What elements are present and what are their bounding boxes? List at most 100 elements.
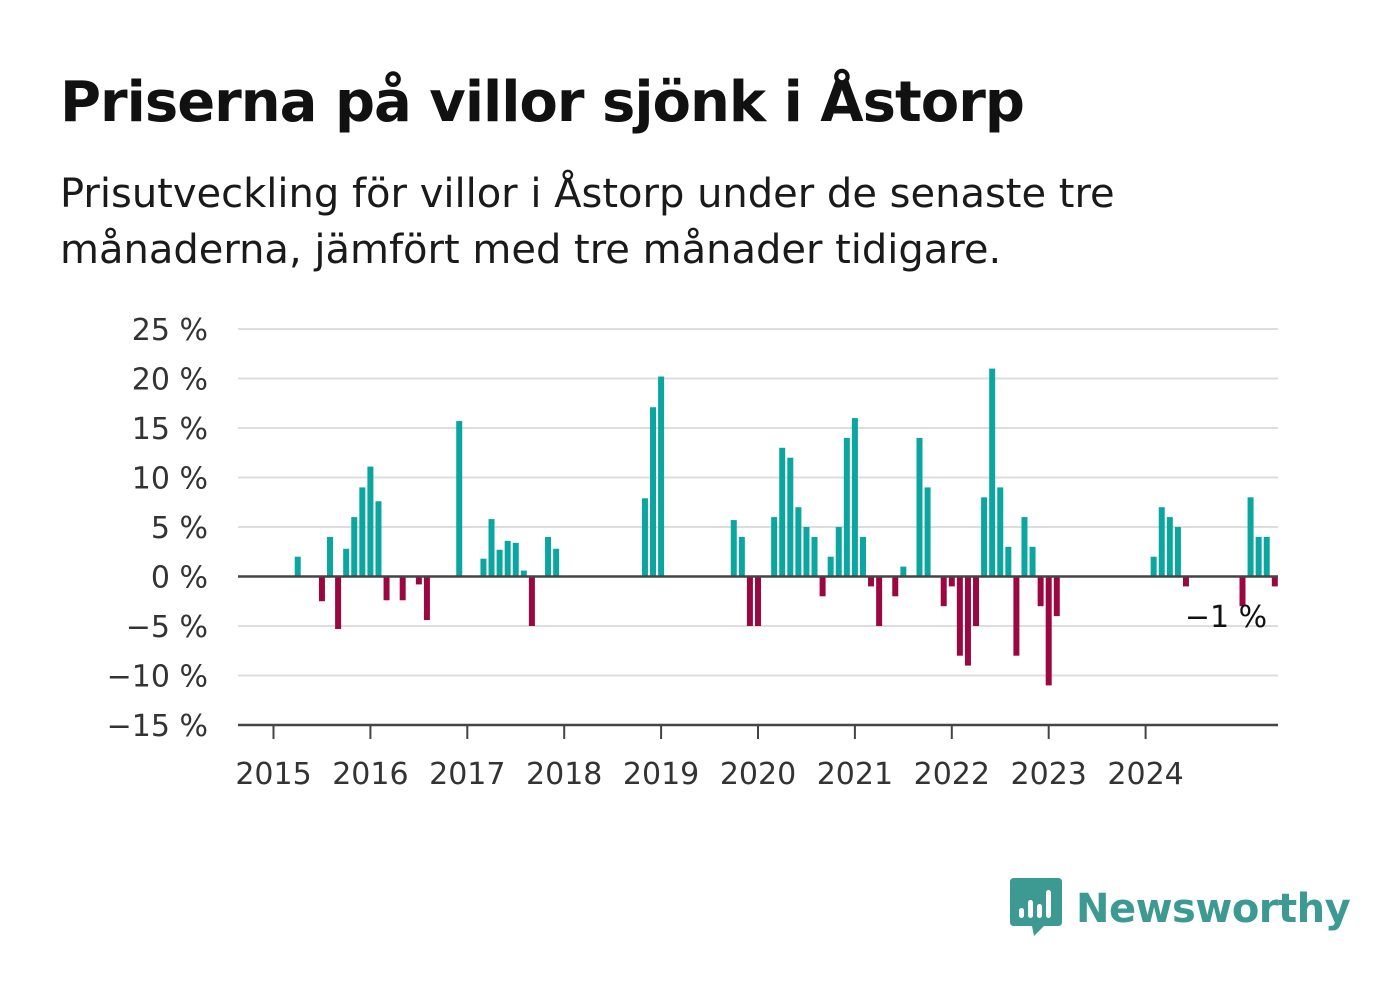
- x-tick-label: 2016: [332, 757, 408, 792]
- bar: [520, 570, 527, 577]
- bar: [1053, 576, 1060, 617]
- bar: [1271, 576, 1278, 587]
- bar: [964, 576, 971, 666]
- bar: [819, 576, 826, 597]
- bar: [811, 536, 818, 577]
- bar: [351, 517, 358, 577]
- bar: [504, 540, 511, 577]
- bar: [318, 576, 325, 602]
- y-tick-label: 15 %: [132, 412, 208, 447]
- bar: [367, 466, 374, 577]
- y-tick-label: 0 %: [151, 561, 208, 596]
- y-tick-label: −15 %: [107, 709, 208, 744]
- bar: [294, 556, 301, 577]
- x-tick-label: 2020: [720, 757, 796, 792]
- bar: [335, 576, 342, 629]
- x-tick-label: 2015: [235, 757, 311, 792]
- x-tick-label: 2022: [914, 757, 990, 792]
- bar: [359, 487, 366, 577]
- x-axis: 2015 2016 2017 2018 2019 2020 2021 2022 2023 2024: [235, 575, 1278, 792]
- bar: [892, 576, 899, 597]
- bar: [730, 520, 737, 577]
- bar: [997, 487, 1004, 577]
- bar: [956, 576, 963, 656]
- bar: [553, 548, 560, 577]
- bar: [900, 566, 907, 577]
- bar: [924, 487, 931, 577]
- newsworthy-icon: [1010, 878, 1062, 936]
- y-tick-label: 20 %: [132, 363, 208, 398]
- bar: [1029, 546, 1036, 577]
- bar: [771, 517, 778, 577]
- bar: [488, 519, 495, 577]
- bar: [545, 536, 552, 577]
- bars: [294, 368, 1278, 686]
- y-tick-label: 10 %: [132, 462, 208, 497]
- y-tick-label: −5 %: [126, 610, 208, 645]
- bar: [843, 437, 850, 577]
- bar: [1037, 576, 1044, 607]
- bar: [948, 576, 955, 587]
- bar: [1255, 536, 1262, 577]
- bar: [1239, 576, 1246, 607]
- bar: [658, 376, 665, 577]
- bar: [973, 576, 980, 626]
- bar: [383, 576, 390, 601]
- y-tick-label: 25 %: [132, 313, 208, 348]
- bar: [738, 536, 745, 577]
- bar: [423, 576, 430, 621]
- bar: [859, 536, 866, 577]
- y-tick-label: 5 %: [151, 511, 208, 546]
- chart-title: Priserna på villor sjönk i Åstorp: [60, 70, 1025, 135]
- bar: [916, 437, 923, 577]
- x-tick-label: 2021: [817, 757, 893, 792]
- x-tick-label: 2024: [1107, 757, 1183, 792]
- bar: [496, 549, 503, 577]
- bar: [827, 556, 834, 577]
- x-tick-label: 2018: [526, 757, 602, 792]
- bar: [868, 576, 875, 587]
- bar: [650, 407, 657, 577]
- bar: [1182, 576, 1189, 587]
- bar: [399, 576, 406, 601]
- x-tick-label: 2019: [623, 757, 699, 792]
- bar: [1150, 556, 1157, 577]
- bar: [795, 507, 802, 577]
- bar: [989, 368, 996, 577]
- bar: [876, 576, 883, 626]
- bar: [375, 501, 382, 577]
- bar: [641, 498, 648, 577]
- bar: [343, 548, 350, 577]
- bar: [1174, 527, 1181, 577]
- brand-logo: Newsworthy: [1010, 878, 1351, 940]
- bar: [1166, 517, 1173, 577]
- bar: [981, 497, 988, 577]
- bar: [1263, 536, 1270, 577]
- bar: [803, 527, 810, 577]
- bar: [835, 527, 842, 577]
- chart-subtitle: Prisutveckling för villor i Åstorp under…: [60, 171, 1115, 273]
- y-axis-labels: 25 % 20 % 15 % 10 % 5 % 0 % −5 % −10 % −15 %: [107, 313, 208, 744]
- x-tick-label: 2023: [1011, 757, 1087, 792]
- bar: [755, 576, 761, 626]
- bar: [940, 576, 947, 607]
- bar: [512, 542, 519, 577]
- bar: [456, 421, 463, 577]
- y-tick-label: −10 %: [107, 660, 208, 695]
- bar: [851, 418, 858, 577]
- bar: [327, 536, 334, 577]
- bar: [779, 447, 786, 577]
- bar: [1247, 497, 1254, 577]
- y-gridlines: [238, 328, 1278, 677]
- bar: [528, 576, 535, 626]
- x-tick-label: 2017: [429, 757, 505, 792]
- last-value-label: −1 %: [1185, 600, 1267, 635]
- bar: [1045, 576, 1052, 686]
- brand-name: Newsworthy: [1076, 886, 1351, 932]
- bar: [480, 558, 487, 577]
- bar: [415, 576, 422, 585]
- bar: [1013, 576, 1020, 656]
- bar: [746, 576, 753, 626]
- bar: [787, 457, 794, 577]
